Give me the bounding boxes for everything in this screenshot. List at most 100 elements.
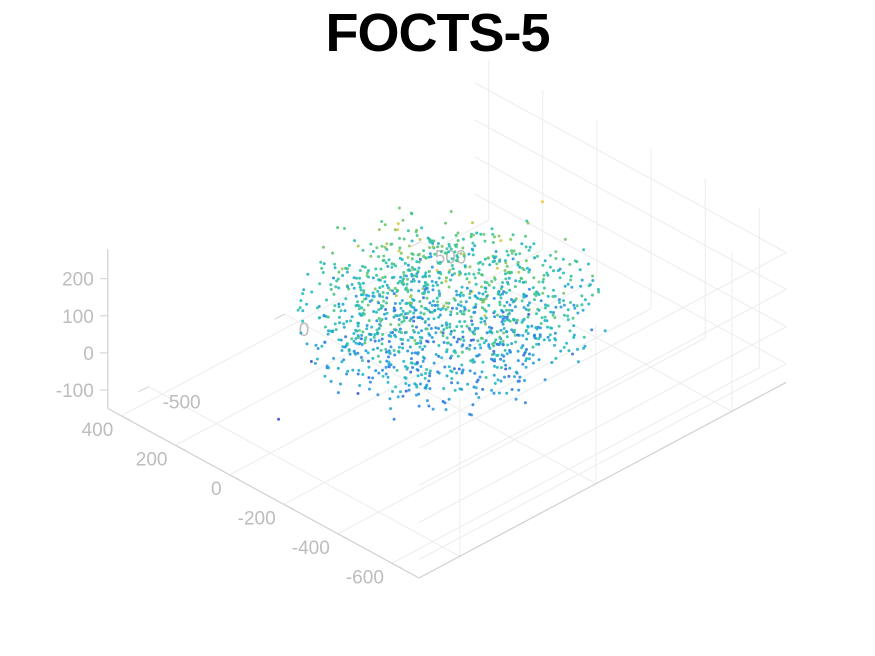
- scatter-point: [358, 285, 362, 289]
- scatter-point: [453, 272, 457, 276]
- scatter-point: [419, 382, 422, 386]
- scatter-point: [423, 281, 427, 284]
- scatter-point: [393, 286, 397, 290]
- scatter-point: [375, 310, 378, 314]
- scatter-point: [419, 339, 423, 343]
- scatter-point: [361, 330, 365, 334]
- scatter-point: [427, 270, 431, 273]
- scatter-point: [416, 253, 420, 257]
- scatter-point: [452, 367, 456, 371]
- scatter-point: [469, 289, 473, 293]
- scatter-point: [351, 368, 355, 372]
- x-tick-label: -600: [346, 567, 384, 588]
- scatter-point: [461, 246, 465, 250]
- scatter-point: [553, 316, 557, 320]
- scatter-point: [410, 351, 414, 355]
- scatter-point: [525, 357, 529, 361]
- scatter-point: [405, 316, 409, 320]
- scatter-point: [545, 319, 549, 323]
- scatter-point: [340, 267, 344, 271]
- scatter-point: [493, 364, 496, 368]
- scatter-point: [302, 288, 306, 292]
- scatter-point: [421, 292, 425, 295]
- scatter-point: [441, 400, 445, 403]
- scatter-point: [517, 388, 521, 392]
- scatter-point: [437, 289, 441, 293]
- scatter-point: [402, 319, 406, 323]
- scatter-point: [566, 314, 570, 318]
- scatter-point: [420, 304, 423, 308]
- scatter-point: [458, 270, 462, 274]
- scatter-point: [509, 237, 513, 241]
- scatter-point: [323, 374, 327, 378]
- scatter-point: [427, 274, 431, 278]
- scatter-point: [505, 249, 509, 253]
- scatter-point: [419, 311, 423, 315]
- scatter-point: [568, 329, 572, 333]
- scatter-point: [425, 327, 429, 331]
- scatter-point: [499, 239, 503, 243]
- scatter-point: [537, 342, 541, 346]
- scatter-point: [507, 318, 511, 322]
- scatter-point: [329, 287, 333, 291]
- scatter-point: [476, 354, 480, 358]
- scatter-point: [493, 310, 497, 313]
- scatter-point: [398, 279, 402, 283]
- scatter-point: [412, 319, 416, 323]
- scatter-point: [434, 326, 438, 330]
- scatter-point: [513, 328, 516, 332]
- scatter-point: [441, 331, 445, 335]
- scatter-point: [546, 335, 550, 339]
- scatter-point: [441, 334, 445, 338]
- scatter-point: [532, 276, 536, 280]
- scatter-point: [354, 341, 358, 345]
- scatter-point: [437, 327, 440, 330]
- scatter-point: [562, 345, 566, 349]
- scatter-point: [436, 300, 440, 304]
- scatter-point: [445, 374, 449, 378]
- scatter-point: [505, 335, 509, 339]
- scatter-point: [361, 359, 364, 362]
- scatter-point: [356, 351, 360, 355]
- scatter-point: [524, 307, 528, 311]
- scatter-point: [442, 304, 446, 308]
- scatter-point: [486, 256, 490, 260]
- scatter-point: [408, 310, 412, 313]
- scatter-point: [478, 375, 482, 379]
- x-tick-label: 200: [136, 449, 168, 470]
- scatter-point: [444, 221, 447, 225]
- scatter-point: [467, 272, 471, 276]
- scatter-point: [422, 356, 426, 360]
- scatter-point: [472, 272, 476, 276]
- scatter-point: [430, 303, 434, 307]
- scatter-point: [572, 303, 576, 307]
- scatter-point: [541, 263, 545, 267]
- scatter-point: [296, 308, 300, 312]
- scatter-point: [442, 328, 446, 332]
- scatter-point: [353, 239, 357, 243]
- scatter-point: [363, 297, 367, 301]
- scatter-point: [436, 245, 440, 249]
- scatter-point: [299, 331, 303, 335]
- scatter-point: [450, 257, 454, 261]
- scatter-point: [460, 324, 464, 328]
- scatter-point: [357, 342, 361, 346]
- scatter-point: [501, 339, 505, 343]
- scatter-point: [394, 328, 398, 332]
- scatter-point: [413, 339, 417, 342]
- scatter-point: [548, 253, 552, 257]
- scatter-point: [339, 382, 342, 386]
- scatter-point: [582, 248, 586, 252]
- scatter-point: [498, 335, 502, 339]
- scatter-point: [468, 347, 471, 351]
- scatter-point: [573, 259, 577, 263]
- scatter-point: [415, 260, 419, 264]
- scatter-point: [444, 308, 448, 311]
- scatter-point: [301, 319, 305, 323]
- scatter-point: [478, 343, 482, 347]
- scatter-point: [339, 338, 343, 342]
- scatter-point: [346, 369, 350, 373]
- scatter-point: [449, 310, 453, 314]
- scatter-point: [344, 297, 348, 301]
